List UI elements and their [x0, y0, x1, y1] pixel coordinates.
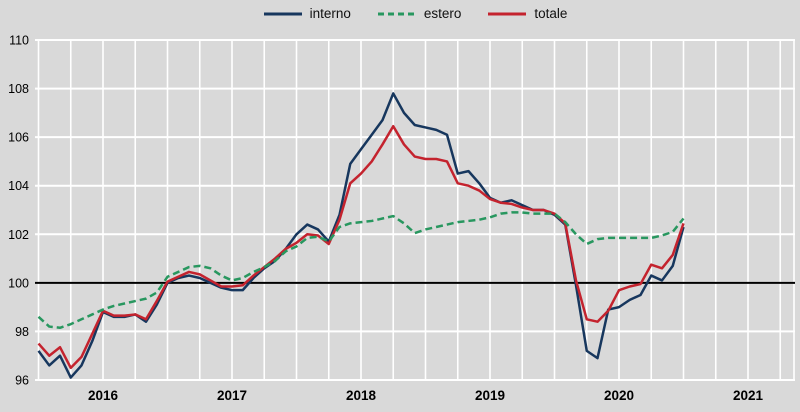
legend-label-estero: estero: [423, 6, 462, 21]
series-line-interno: [37, 92, 685, 379]
legend-swatch-totale: [488, 12, 527, 15]
series-line-estero: [37, 211, 685, 330]
x-year-label: 2016: [88, 388, 119, 403]
y-tick-label: 110: [9, 34, 29, 48]
x-year-label: 2021: [733, 388, 764, 403]
chart-legend: interno estero totale: [30, 6, 800, 21]
legend-item-totale: totale: [487, 6, 567, 21]
y-tick-label: 106: [8, 131, 29, 145]
legend-swatch-estero: [377, 12, 416, 15]
y-tick-label: 102: [8, 228, 29, 242]
legend-label-totale: totale: [534, 6, 568, 21]
y-tick-label: 98: [15, 325, 29, 339]
x-year-label: 2018: [346, 388, 377, 403]
y-tick-label: 100: [8, 276, 29, 290]
y-tick-label: 104: [8, 179, 29, 193]
legend-item-interno: interno: [263, 6, 351, 21]
legend-item-estero: estero: [377, 6, 462, 21]
y-tick-label: 108: [8, 82, 29, 96]
x-year-label: 2017: [217, 388, 247, 403]
legend-swatch-interno: [263, 12, 302, 15]
y-tick-label: 96: [15, 374, 29, 388]
series-line-totale: [37, 124, 685, 370]
legend-label-interno: interno: [309, 6, 351, 21]
x-year-label: 2020: [604, 388, 634, 403]
x-year-label: 2019: [475, 388, 505, 403]
